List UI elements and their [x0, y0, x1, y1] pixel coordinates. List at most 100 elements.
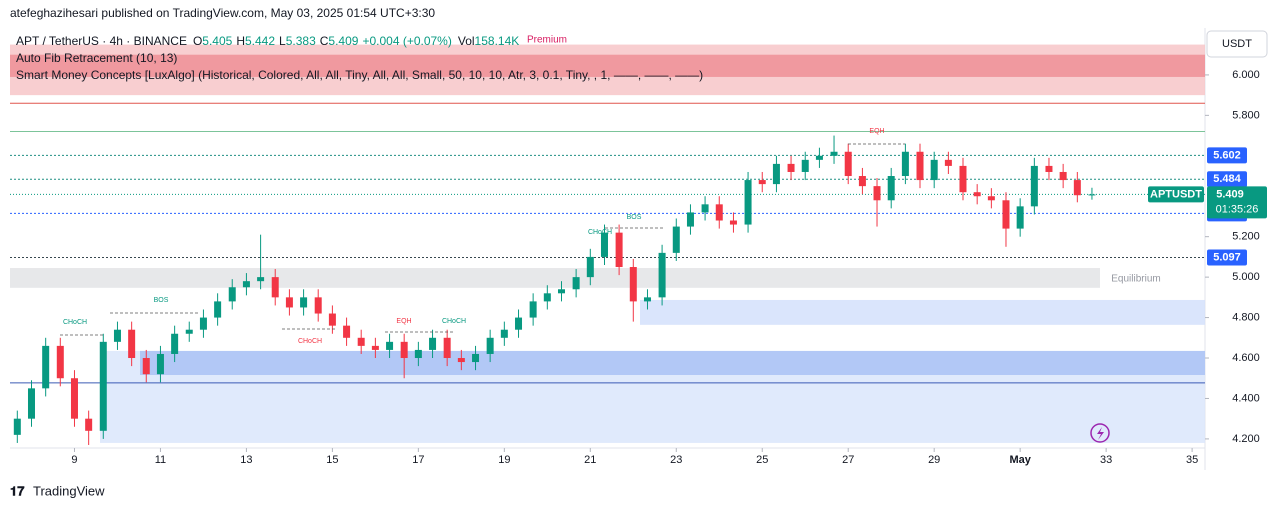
candle-body: [457, 358, 465, 363]
candle-body: [815, 155, 823, 160]
candle-body: [515, 317, 523, 330]
published: atefeghazihesari published on TradingVie…: [10, 6, 435, 20]
candle-body: [959, 165, 967, 193]
candle-body: [500, 329, 508, 338]
x-tick-label: 33: [1100, 454, 1112, 466]
candle-body: [973, 192, 981, 197]
annotation: BOS: [154, 297, 169, 304]
x-tick-label: 19: [498, 454, 510, 466]
candle-body: [13, 418, 21, 435]
candle-body: [772, 163, 780, 185]
candle-body: [801, 159, 809, 172]
ohlc-label: C: [320, 34, 329, 48]
candle-body: [85, 418, 93, 431]
ohlc-label: H: [236, 34, 245, 48]
candle-body: [486, 337, 494, 354]
candle-body: [171, 333, 179, 354]
candle-body: [42, 345, 50, 389]
candle-body: [414, 349, 422, 359]
candle-body: [386, 341, 394, 350]
annotation: Premium: [527, 35, 567, 46]
candle-body: [758, 180, 766, 185]
x-tick-label: 17: [412, 454, 424, 466]
candle-body: [343, 325, 351, 338]
candle-body: [443, 337, 451, 359]
zone: [10, 54, 1205, 77]
currency-button[interactable]: [1206, 30, 1268, 58]
candle-body: [199, 317, 207, 330]
candle-body: [629, 267, 637, 302]
candle-body: [543, 293, 551, 302]
last-value-box: [1207, 186, 1267, 219]
candle-body: [558, 289, 566, 294]
candle-body: [27, 388, 35, 419]
symbol-legend: APT / TetherUS · 4h · BINANCE O5.405 H5.44…: [16, 34, 519, 48]
x-tick-label: 29: [928, 454, 940, 466]
alert-icon: [1090, 423, 1110, 443]
candle-body: [472, 353, 480, 363]
last-value: 5.409: [1216, 188, 1244, 200]
last-name-box: [1148, 186, 1204, 203]
candle-body: [128, 329, 136, 359]
candle-body: [701, 204, 709, 213]
annotation: BOS: [627, 214, 642, 221]
zone: [140, 350, 1205, 376]
y-tick-label: 4.200: [1232, 433, 1260, 445]
ohlc-value: 5.383: [286, 34, 316, 48]
candle-body: [113, 329, 121, 342]
candle-body: [572, 277, 580, 290]
candle-body: [787, 163, 795, 172]
candle-body: [1073, 180, 1081, 196]
candle-body: [858, 176, 866, 187]
annotation: EQH: [869, 128, 884, 135]
candle-body: [987, 196, 995, 201]
annotation: Equilibrium: [1111, 274, 1160, 285]
x-tick-label: May: [1009, 454, 1031, 466]
zone: [10, 268, 1100, 288]
x-tick-label: 27: [842, 454, 854, 466]
candle-body: [429, 337, 437, 350]
logo: 𝟏𝟕: [10, 483, 25, 498]
candle-body: [529, 301, 537, 318]
footer: TradingView: [33, 483, 105, 498]
y-tick-label: 4.400: [1232, 392, 1260, 404]
zone: [640, 299, 1205, 325]
candle-body: [300, 297, 308, 308]
price-label: 5.602: [1213, 149, 1241, 161]
candle-body: [257, 277, 265, 282]
candle-body: [643, 297, 651, 302]
candle-body: [1059, 171, 1067, 181]
x-tick-label: 23: [670, 454, 682, 466]
candle-body: [901, 151, 909, 177]
y-tick-label: 6.000: [1232, 69, 1260, 81]
candle-body: [328, 313, 336, 326]
x-tick-label: 35: [1186, 454, 1198, 466]
candle-body: [357, 337, 365, 346]
x-tick-label: 11: [155, 454, 166, 466]
candle-body: [586, 256, 594, 278]
price-label: 5.484: [1213, 173, 1241, 185]
candle-body: [214, 301, 222, 318]
candle-body: [887, 176, 895, 201]
y-tick-label: 5.800: [1232, 109, 1260, 121]
y-tick-label: 5.000: [1232, 271, 1260, 283]
candle-body: [658, 252, 666, 298]
ohlc-value: 5.442: [245, 34, 275, 48]
candle-body: [930, 159, 938, 181]
indicator: Smart Money Concepts [LuxAlgo] (Historic…: [16, 68, 703, 82]
candle-body: [1045, 165, 1053, 172]
candle-body: [715, 204, 723, 221]
candle-body: [242, 281, 250, 288]
price-label-box: [1207, 171, 1247, 188]
price-label: 5.097: [1213, 251, 1241, 263]
candle-body: [672, 226, 680, 253]
annotation: CHoCH: [588, 229, 612, 236]
y-tick-label: 4.800: [1232, 311, 1260, 323]
currency[interactable]: USDT: [1222, 38, 1252, 50]
candle-body: [916, 151, 924, 181]
price-label-box: [1207, 147, 1247, 164]
candle-body: [142, 358, 150, 375]
candle-body: [1002, 200, 1010, 229]
vol: 158.14K: [475, 34, 520, 48]
